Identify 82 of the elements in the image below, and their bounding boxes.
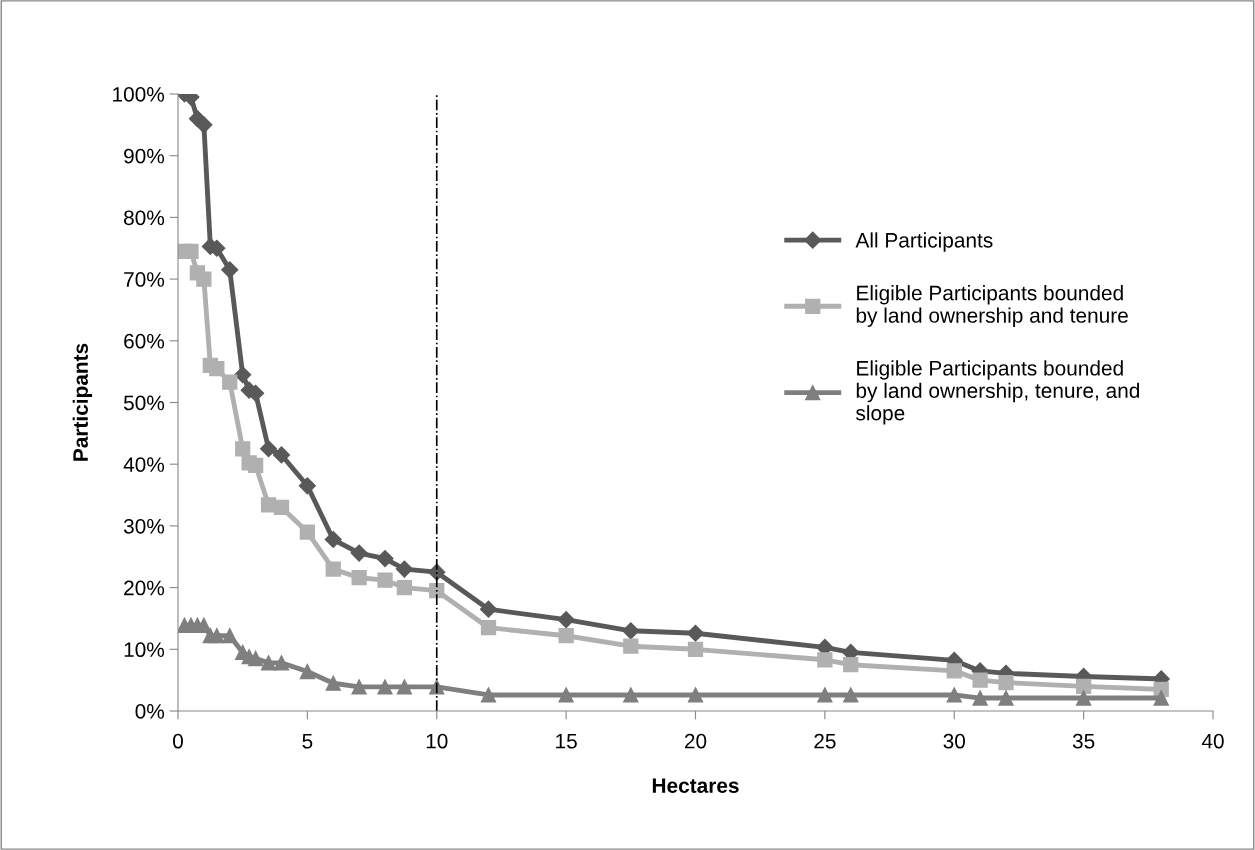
point	[687, 641, 704, 657]
y-tick-label: 20%	[124, 580, 165, 596]
point	[247, 457, 264, 474]
point	[1075, 690, 1092, 706]
point	[235, 441, 251, 457]
point	[272, 446, 291, 464]
point	[377, 679, 393, 695]
point	[299, 524, 316, 540]
point	[972, 672, 988, 688]
point	[623, 687, 639, 703]
point	[299, 663, 316, 680]
point	[351, 570, 367, 586]
point	[843, 657, 859, 673]
point	[377, 572, 393, 588]
y-tick-label: 70%	[124, 272, 165, 287]
point	[195, 116, 213, 134]
x-tick-label: 30	[943, 733, 966, 749]
point	[324, 530, 342, 549]
point	[351, 679, 367, 695]
y-tick-label: 40%	[123, 457, 165, 472]
point	[998, 690, 1014, 706]
point	[998, 674, 1014, 691]
point	[325, 675, 341, 691]
point	[376, 550, 394, 568]
y-tick-label: 10%	[124, 642, 165, 658]
x-tick-label: 5	[302, 733, 313, 749]
legend-label: Eligible Participants bounded by land ownership and tenure	[856, 285, 1128, 327]
point	[260, 440, 278, 458]
y-tick-label: 50%	[123, 395, 165, 411]
point	[234, 366, 252, 384]
x-tick-label: 25	[814, 733, 836, 749]
point	[273, 499, 290, 516]
y-tick-label: 90%	[124, 148, 165, 164]
point	[196, 271, 212, 287]
point	[558, 687, 574, 703]
point	[817, 652, 833, 668]
point	[946, 687, 962, 703]
point	[247, 650, 264, 667]
point	[686, 624, 705, 642]
legend-label: Eligible Participants bounded by land ownership, tenure, and slope	[856, 360, 1140, 425]
point	[222, 374, 238, 390]
x-tick-label: 15	[556, 733, 577, 749]
point	[396, 679, 413, 695]
y-tick-label: 100%	[113, 87, 165, 102]
legend-label: All Participants	[855, 232, 993, 252]
point	[183, 243, 199, 259]
point	[946, 663, 962, 679]
x-tick-label: 0	[173, 733, 183, 749]
x-axis-title: Hectares	[652, 778, 739, 793]
point	[396, 579, 413, 596]
point	[817, 687, 833, 703]
x-tick-label: 40	[1201, 733, 1224, 749]
point	[687, 687, 704, 703]
point	[273, 655, 290, 671]
point	[1075, 678, 1092, 694]
point	[350, 544, 368, 562]
point	[479, 600, 498, 618]
point	[325, 561, 341, 577]
y-axis-title: Participants	[72, 343, 93, 461]
point	[395, 560, 413, 578]
point	[622, 622, 640, 640]
point	[972, 690, 988, 706]
point	[209, 628, 225, 644]
point	[623, 638, 639, 654]
point	[221, 261, 239, 279]
point	[558, 628, 574, 644]
point	[1153, 690, 1169, 706]
x-tick-label: 10	[426, 733, 448, 749]
point	[557, 611, 575, 629]
point	[222, 628, 238, 644]
y-tick-label: 80%	[124, 210, 165, 226]
point	[843, 687, 859, 703]
y-tick-label: 0%	[135, 704, 165, 719]
y-tick-label: 60%	[124, 333, 165, 349]
x-tick-label: 35	[1072, 733, 1095, 749]
point	[480, 620, 497, 636]
point	[480, 687, 497, 703]
point	[298, 477, 316, 495]
x-tick-label: 20	[684, 733, 707, 749]
point	[209, 360, 225, 377]
point	[260, 655, 277, 671]
y-tick-label: 30%	[123, 518, 165, 534]
